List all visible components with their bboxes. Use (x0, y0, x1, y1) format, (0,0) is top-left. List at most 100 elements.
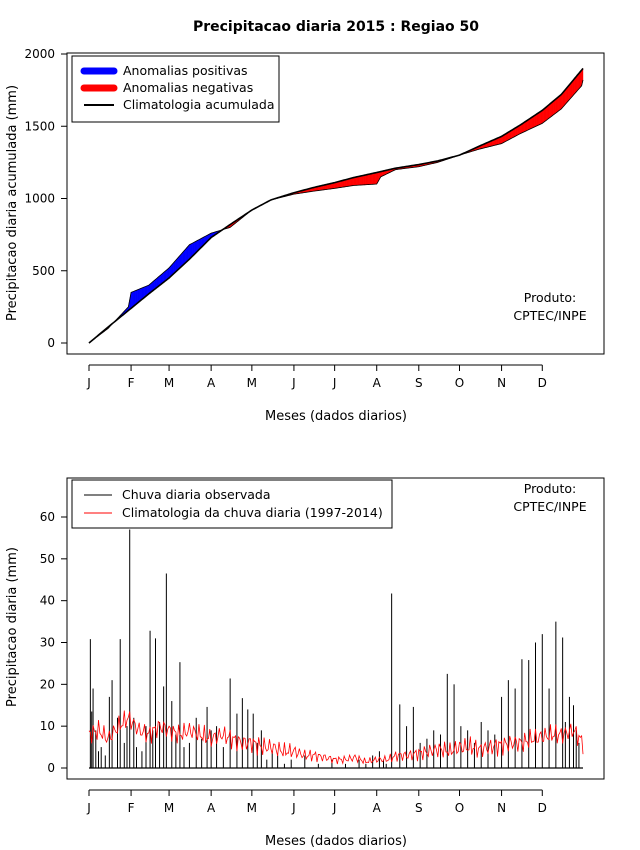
anomaly-segment (372, 172, 375, 185)
daily-rain-bars (89, 529, 583, 769)
x-axis-label-top: Meses (dados diarios) (265, 409, 407, 424)
anomaly-segment (558, 95, 561, 112)
anomaly-segment (539, 110, 542, 125)
anomaly-segment (531, 116, 533, 129)
x-tick-label: O (455, 376, 464, 390)
x-tick-label: N (497, 801, 506, 815)
anomaly-segment (555, 97, 558, 114)
y-tick-label: 0 (47, 336, 55, 350)
anomaly-segment (536, 112, 539, 127)
anomaly-segment (550, 101, 552, 118)
anomaly-segment (360, 175, 362, 186)
legend-label-climatology: Climatologia acumulada (123, 97, 275, 112)
legend-label-observed: Chuva diaria observada (122, 487, 271, 502)
x-tick-label: J (332, 801, 337, 815)
anomaly-segment (134, 289, 137, 306)
y-axis-top: 0 500 1000 1500 2000 (24, 47, 68, 350)
anomaly-segment (348, 178, 350, 187)
anomaly-segment (373, 172, 376, 185)
anomaly-segment (364, 174, 367, 186)
x-tick-label: M (164, 376, 174, 390)
anomaly-segment (367, 174, 369, 185)
x-tick-label: A (207, 801, 216, 815)
anomaly-segment (358, 175, 361, 186)
anomaly-segment (133, 290, 136, 307)
x-tick-label: S (415, 376, 423, 390)
anomaly-segment (535, 113, 538, 127)
x-tick-label: J (291, 801, 296, 815)
anomaly-segment (543, 107, 546, 123)
anomaly-segment (182, 250, 185, 266)
y-tick-label: 60 (40, 510, 55, 524)
product-label-bottom: Produto: (524, 481, 576, 496)
chart-title: Precipitacao diaria 2015 : Regiao 50 (193, 19, 479, 35)
anomaly-segment (559, 94, 562, 111)
anomaly-segment (369, 173, 372, 185)
y-axis-label-bottom: Precipitacao diaria (mm) (5, 547, 20, 707)
x-tick-label: J (86, 801, 91, 815)
x-tick-label: J (86, 376, 91, 390)
anomaly-segment (361, 175, 364, 186)
anomaly-segment (350, 177, 353, 187)
x-tick-label: D (538, 801, 547, 815)
x-tick-label: F (128, 376, 135, 390)
x-axis-label-bottom: Meses (dados diarios) (265, 834, 407, 849)
y-axis-bottom: 0 10 20 30 40 50 60 (40, 510, 68, 775)
anomaly-segment (368, 173, 371, 185)
y-tick-label: 40 (40, 594, 55, 608)
anomaly-segment (185, 247, 187, 264)
legend-label-climatology-daily: Climatologia da chuva diaria (1997-2014) (122, 505, 383, 520)
anomaly-segment (183, 248, 186, 265)
legend-label-positive: Anomalias positivas (123, 63, 248, 78)
y-tick-label: 30 (40, 636, 55, 650)
x-tick-label: M (247, 801, 257, 815)
x-tick-label: S (415, 801, 423, 815)
anomaly-segment (532, 115, 535, 129)
anomaly-segment (349, 178, 352, 187)
anomaly-segment (186, 245, 189, 263)
anomaly-segment (548, 103, 551, 119)
x-tick-label: A (207, 376, 216, 390)
y-tick-label: 1500 (24, 119, 55, 133)
anomaly-segment (352, 177, 354, 186)
observed-accumulated-line (88, 79, 584, 344)
y-tick-label: 10 (40, 719, 55, 733)
anomaly-segment (130, 291, 133, 309)
product-source-bottom: CPTEC/INPE (513, 499, 586, 514)
legend-top: Anomalias positivas Anomalias negativas … (71, 55, 280, 123)
product-label-top: Produto: (524, 290, 576, 305)
anomaly-segment (557, 96, 559, 113)
daily-climatology-line (88, 710, 584, 765)
anomaly-segment (187, 244, 190, 261)
anomaly-segment (137, 288, 140, 304)
anomaly-segment (353, 177, 356, 186)
y-tick-label: 500 (32, 264, 55, 278)
anomaly-segment (375, 172, 377, 185)
x-tick-label: M (247, 376, 257, 390)
y-tick-label: 50 (40, 552, 55, 566)
anomaly-segment (365, 174, 368, 185)
anomaly-segment (552, 99, 555, 116)
anomaly-segment (356, 176, 358, 186)
anomaly-segment (554, 98, 557, 115)
anomaly-segment (354, 176, 357, 186)
legend-box-bottom (71, 479, 393, 529)
y-tick-label: 1000 (24, 192, 55, 206)
anomaly-segment (132, 291, 134, 308)
anomaly-segment (544, 106, 547, 122)
climatology-accumulated-line (88, 67, 584, 344)
y-axis-label-top: Precipitacao diaria acumulada (mm) (5, 85, 20, 321)
product-source-top: CPTEC/INPE (513, 308, 586, 323)
y-tick-label: 20 (40, 677, 55, 691)
anomaly-segment (533, 114, 536, 128)
x-tick-label: F (128, 801, 135, 815)
x-tick-label: J (291, 376, 296, 390)
anomaly-segment (136, 289, 139, 305)
y-tick-label: 2000 (24, 47, 55, 61)
x-tick-label: N (497, 376, 506, 390)
anomaly-segment (357, 176, 360, 186)
accumulated-lines (88, 67, 584, 344)
anomaly-segment (540, 109, 543, 125)
